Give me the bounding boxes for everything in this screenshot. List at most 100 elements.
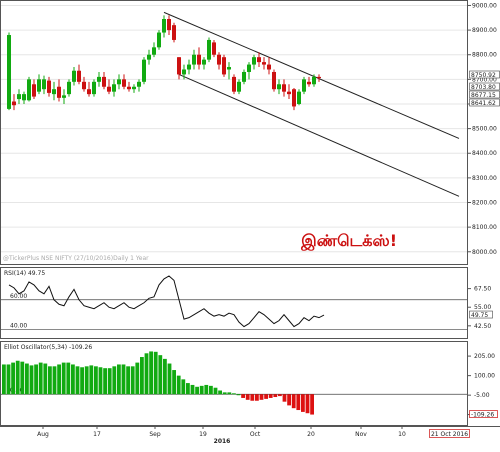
- osc-bar: [153, 351, 158, 395]
- watermark: @TickerPlus NSE NIFTY (27/10/2016)Daily …: [3, 255, 149, 262]
- osc-bar: [232, 393, 236, 395]
- candle-body: [227, 67, 231, 70]
- osc-bar: [241, 394, 245, 398]
- candle-body: [252, 57, 256, 65]
- candle-body: [127, 86, 131, 90]
- trend-line: [178, 73, 460, 197]
- osc-bar: [268, 394, 273, 398]
- candle-body: [307, 81, 311, 85]
- x-tick-label: Nov: [355, 431, 367, 438]
- rsi-series-line: [8, 275, 325, 328]
- osc-bar: [29, 365, 34, 395]
- rsi-level-label: 40.00: [10, 323, 27, 330]
- year-label: 2016: [214, 438, 231, 445]
- candle-body: [172, 25, 176, 40]
- candle-body: [92, 81, 96, 95]
- osc-bar: [144, 353, 149, 395]
- candle-body: [102, 76, 106, 87]
- rsi-tick-label: 42.50: [474, 323, 491, 330]
- osc-bar: [43, 363, 48, 395]
- candle-body: [72, 70, 76, 82]
- candle-body: [32, 84, 36, 97]
- price-tick-label: 8900.00: [472, 27, 497, 34]
- price-tick-label: 8800.00: [472, 52, 497, 59]
- osc-value-label: -109.26: [471, 412, 494, 419]
- oscillator-bars: [2, 351, 314, 415]
- rsi-panel-frame: [0, 267, 468, 339]
- osc-bar: [236, 394, 241, 396]
- candle-body: [22, 94, 26, 101]
- candle-body: [167, 19, 171, 31]
- candle-body: [142, 59, 146, 82]
- osc-bar: [291, 394, 296, 409]
- trend-line: [163, 11, 460, 139]
- osc-bar: [264, 394, 268, 399]
- price-y-axis: 9000.008900.008800.008700.008600.008500.…: [467, 2, 497, 256]
- osc-bar: [190, 384, 195, 395]
- price-tick-label: 8700.00: [472, 76, 497, 83]
- candle-body: [197, 54, 201, 65]
- rsi-value-box: [469, 310, 493, 319]
- candle-body: [257, 57, 261, 63]
- candle-body: [122, 79, 126, 87]
- osc-bar: [310, 394, 314, 415]
- trend-channel: [163, 11, 460, 197]
- x-tick-label: Oct: [250, 431, 261, 438]
- candle-body: [207, 39, 211, 60]
- osc-bar: [273, 394, 278, 398]
- price-tick-label: 8500.00: [472, 126, 497, 133]
- price-value-label: 8750.92: [471, 72, 496, 79]
- osc-bar: [11, 362, 15, 395]
- osc-bar: [66, 362, 71, 395]
- osc-bar: [75, 366, 80, 395]
- price-tick-label: 9000.00: [472, 2, 497, 9]
- candle-body: [297, 91, 301, 104]
- osc-bar: [34, 364, 38, 395]
- candle-body: [192, 54, 196, 65]
- x-tick-label: Sep: [149, 431, 161, 438]
- x-axis-ticks: Aug 17 Sep 19 Oct 20 Nov 10 21 Oct 2016: [37, 426, 470, 438]
- oscillator-panel-frame: [0, 341, 468, 426]
- osc-tick-label: 100.00: [474, 373, 495, 380]
- candle-body: [232, 76, 236, 92]
- oscillator-title: Elliot Oscillator(5,34) -109.26: [4, 344, 92, 351]
- overlay-title: இண்டெக்ஸ்!: [300, 231, 397, 251]
- osc-bar: [25, 363, 29, 395]
- osc-bar: [94, 366, 98, 395]
- osc-tick-label: -5.00: [474, 392, 490, 399]
- osc-bar: [84, 366, 89, 395]
- osc-bar: [176, 375, 181, 395]
- osc-bar: [227, 392, 232, 395]
- osc-bar: [52, 366, 57, 395]
- candle-body: [147, 54, 151, 60]
- osc-bar: [181, 379, 186, 395]
- candle-body: [82, 81, 86, 90]
- candle-body: [87, 89, 91, 95]
- osc-bar: [112, 366, 117, 395]
- osc-bar: [103, 368, 107, 395]
- osc-bar: [282, 394, 287, 402]
- rsi-title: RSI(14) 49.75: [4, 270, 45, 277]
- osc-bar: [186, 383, 190, 395]
- x-tick-label: Aug: [37, 431, 49, 438]
- osc-bar: [2, 364, 6, 395]
- price-value-label: 8641.62: [471, 100, 496, 107]
- price-value-label: 8703.80: [471, 84, 496, 91]
- osc-bar: [135, 362, 140, 395]
- osc-bar: [140, 357, 144, 395]
- candle-body: [132, 86, 136, 90]
- candle-body: [162, 19, 166, 33]
- rsi-value-label: 49.75: [471, 312, 488, 319]
- osc-bar: [301, 394, 305, 412]
- osc-bar: [121, 364, 126, 395]
- candle-body: [157, 32, 161, 48]
- osc-bar: [250, 394, 255, 401]
- candle-body: [312, 76, 316, 85]
- candle-body: [117, 79, 121, 85]
- candle-body: [187, 64, 191, 70]
- candle-body: [237, 81, 241, 92]
- candle-body: [77, 70, 81, 82]
- candle-body: [262, 62, 266, 65]
- osc-bar: [89, 365, 94, 395]
